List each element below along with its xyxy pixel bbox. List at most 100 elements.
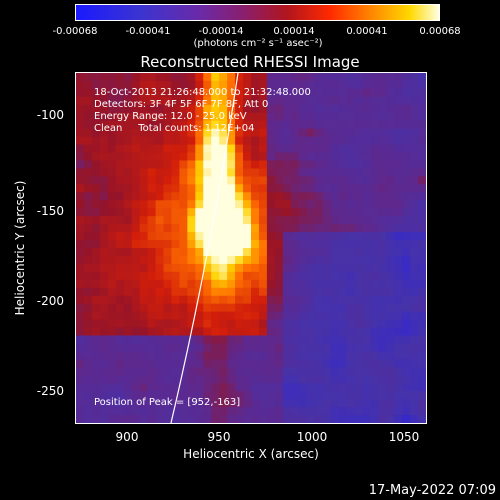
heatmap-cell — [410, 88, 419, 98]
heatmap-cell — [418, 351, 426, 360]
heatmap-cell — [131, 383, 141, 392]
heatmap-cell — [83, 176, 93, 185]
heatmap-cell — [354, 240, 363, 249]
heatmap-cell — [171, 351, 180, 360]
heatmap-cell — [386, 168, 395, 177]
heatmap-cell — [258, 295, 268, 305]
heatmap-cell — [394, 168, 403, 177]
heatmap-cell — [274, 160, 284, 169]
heatmap-cell — [330, 255, 339, 265]
heatmap-cell — [91, 224, 101, 233]
heatmap-cell — [330, 144, 339, 153]
heatmap-cell — [91, 383, 101, 392]
heatmap-cell — [314, 176, 323, 185]
heatmap-cell — [410, 128, 419, 138]
heatmap-cell — [243, 96, 252, 106]
heatmap-cell — [235, 295, 244, 305]
heatmap-cell — [219, 240, 228, 249]
heatmap-cell — [386, 184, 395, 193]
heatmap-cell — [338, 319, 347, 328]
heatmap-cell — [243, 255, 252, 265]
heatmap-cell — [163, 383, 172, 392]
heatmap-cell — [195, 224, 204, 233]
heatmap-cell — [83, 327, 93, 336]
heatmap-cell — [362, 335, 371, 344]
heatmap-cell — [418, 112, 426, 122]
heatmap-cell — [386, 112, 395, 122]
heatmap-cell — [290, 271, 300, 281]
heatmap-cell — [155, 263, 164, 273]
heatmap-cell — [370, 415, 379, 423]
heatmap-cell — [91, 216, 101, 225]
heatmap-cell — [378, 311, 387, 320]
heatmap-cell — [290, 96, 300, 106]
heatmap-cell — [115, 248, 125, 257]
heatmap-cell — [410, 184, 419, 193]
heatmap-cell — [258, 240, 268, 249]
heatmap-cell — [322, 287, 331, 297]
heatmap-cell — [107, 263, 117, 273]
heatmap-cell — [203, 144, 212, 153]
heatmap-cell — [187, 208, 196, 217]
heatmap-cell — [219, 383, 228, 392]
heatmap-cell — [99, 208, 109, 217]
heatmap-cell — [155, 271, 164, 281]
heatmap-cell — [266, 104, 276, 114]
heatmap-cell — [370, 383, 379, 392]
heatmap-cell — [258, 399, 268, 408]
heatmap-cell — [211, 216, 220, 225]
heatmap-cell — [171, 136, 180, 145]
heatmap-cell — [203, 287, 212, 297]
heatmap-cell — [147, 232, 156, 241]
heatmap-cell — [386, 88, 395, 98]
heatmap-cell — [282, 184, 292, 193]
heatmap-cell — [378, 208, 387, 217]
heatmap-cell — [354, 224, 363, 233]
heatmap-cell — [235, 343, 244, 352]
heatmap-cell — [76, 383, 85, 392]
heatmap-cell — [298, 184, 308, 193]
heatmap-cell — [322, 232, 331, 241]
heatmap-cell — [410, 255, 419, 265]
heatmap-cell — [163, 240, 172, 249]
heatmap-cell — [370, 184, 379, 193]
heatmap-cell — [131, 248, 141, 257]
heatmap-cell — [362, 224, 371, 233]
heatmap-cell — [83, 224, 93, 233]
heatmap-cell — [243, 112, 252, 122]
heatmap-cell — [203, 335, 212, 344]
heatmap-cell — [99, 136, 109, 145]
heatmap-cell — [418, 263, 426, 273]
heatmap-cell — [243, 224, 252, 233]
heatmap-cell — [147, 359, 156, 368]
heatmap-cell — [274, 391, 284, 400]
heatmap-cell — [370, 144, 379, 153]
heatmap-cell — [91, 271, 101, 281]
heatmap-cell — [83, 216, 93, 225]
heatmap-cell — [139, 88, 148, 98]
heatmap-cell — [251, 327, 260, 336]
heatmap-cell — [235, 248, 244, 257]
heatmap-cell — [107, 96, 117, 106]
heatmap-cell — [306, 88, 316, 98]
heatmap-cell — [123, 208, 133, 217]
heatmap-cell — [171, 391, 180, 400]
heatmap-cell — [203, 152, 212, 161]
heatmap-cell — [251, 73, 260, 82]
heatmap-cell — [306, 263, 316, 273]
heatmap-cell — [219, 415, 228, 423]
heatmap-cell — [123, 359, 133, 368]
heatmap-cell — [179, 160, 188, 169]
heatmap-cell — [362, 192, 371, 201]
heatmap-cell — [274, 80, 284, 90]
heatmap-cell — [386, 319, 395, 328]
heatmap-cell — [211, 80, 220, 90]
heatmap-cell — [139, 383, 148, 392]
heatmap-cell — [139, 399, 148, 408]
heatmap-cell — [378, 415, 387, 423]
heatmap-cell — [306, 375, 316, 384]
heatmap-cell — [187, 279, 196, 289]
heatmap-cell — [107, 327, 117, 336]
heatmap-cell — [235, 319, 244, 328]
heatmap-cell — [139, 232, 148, 241]
